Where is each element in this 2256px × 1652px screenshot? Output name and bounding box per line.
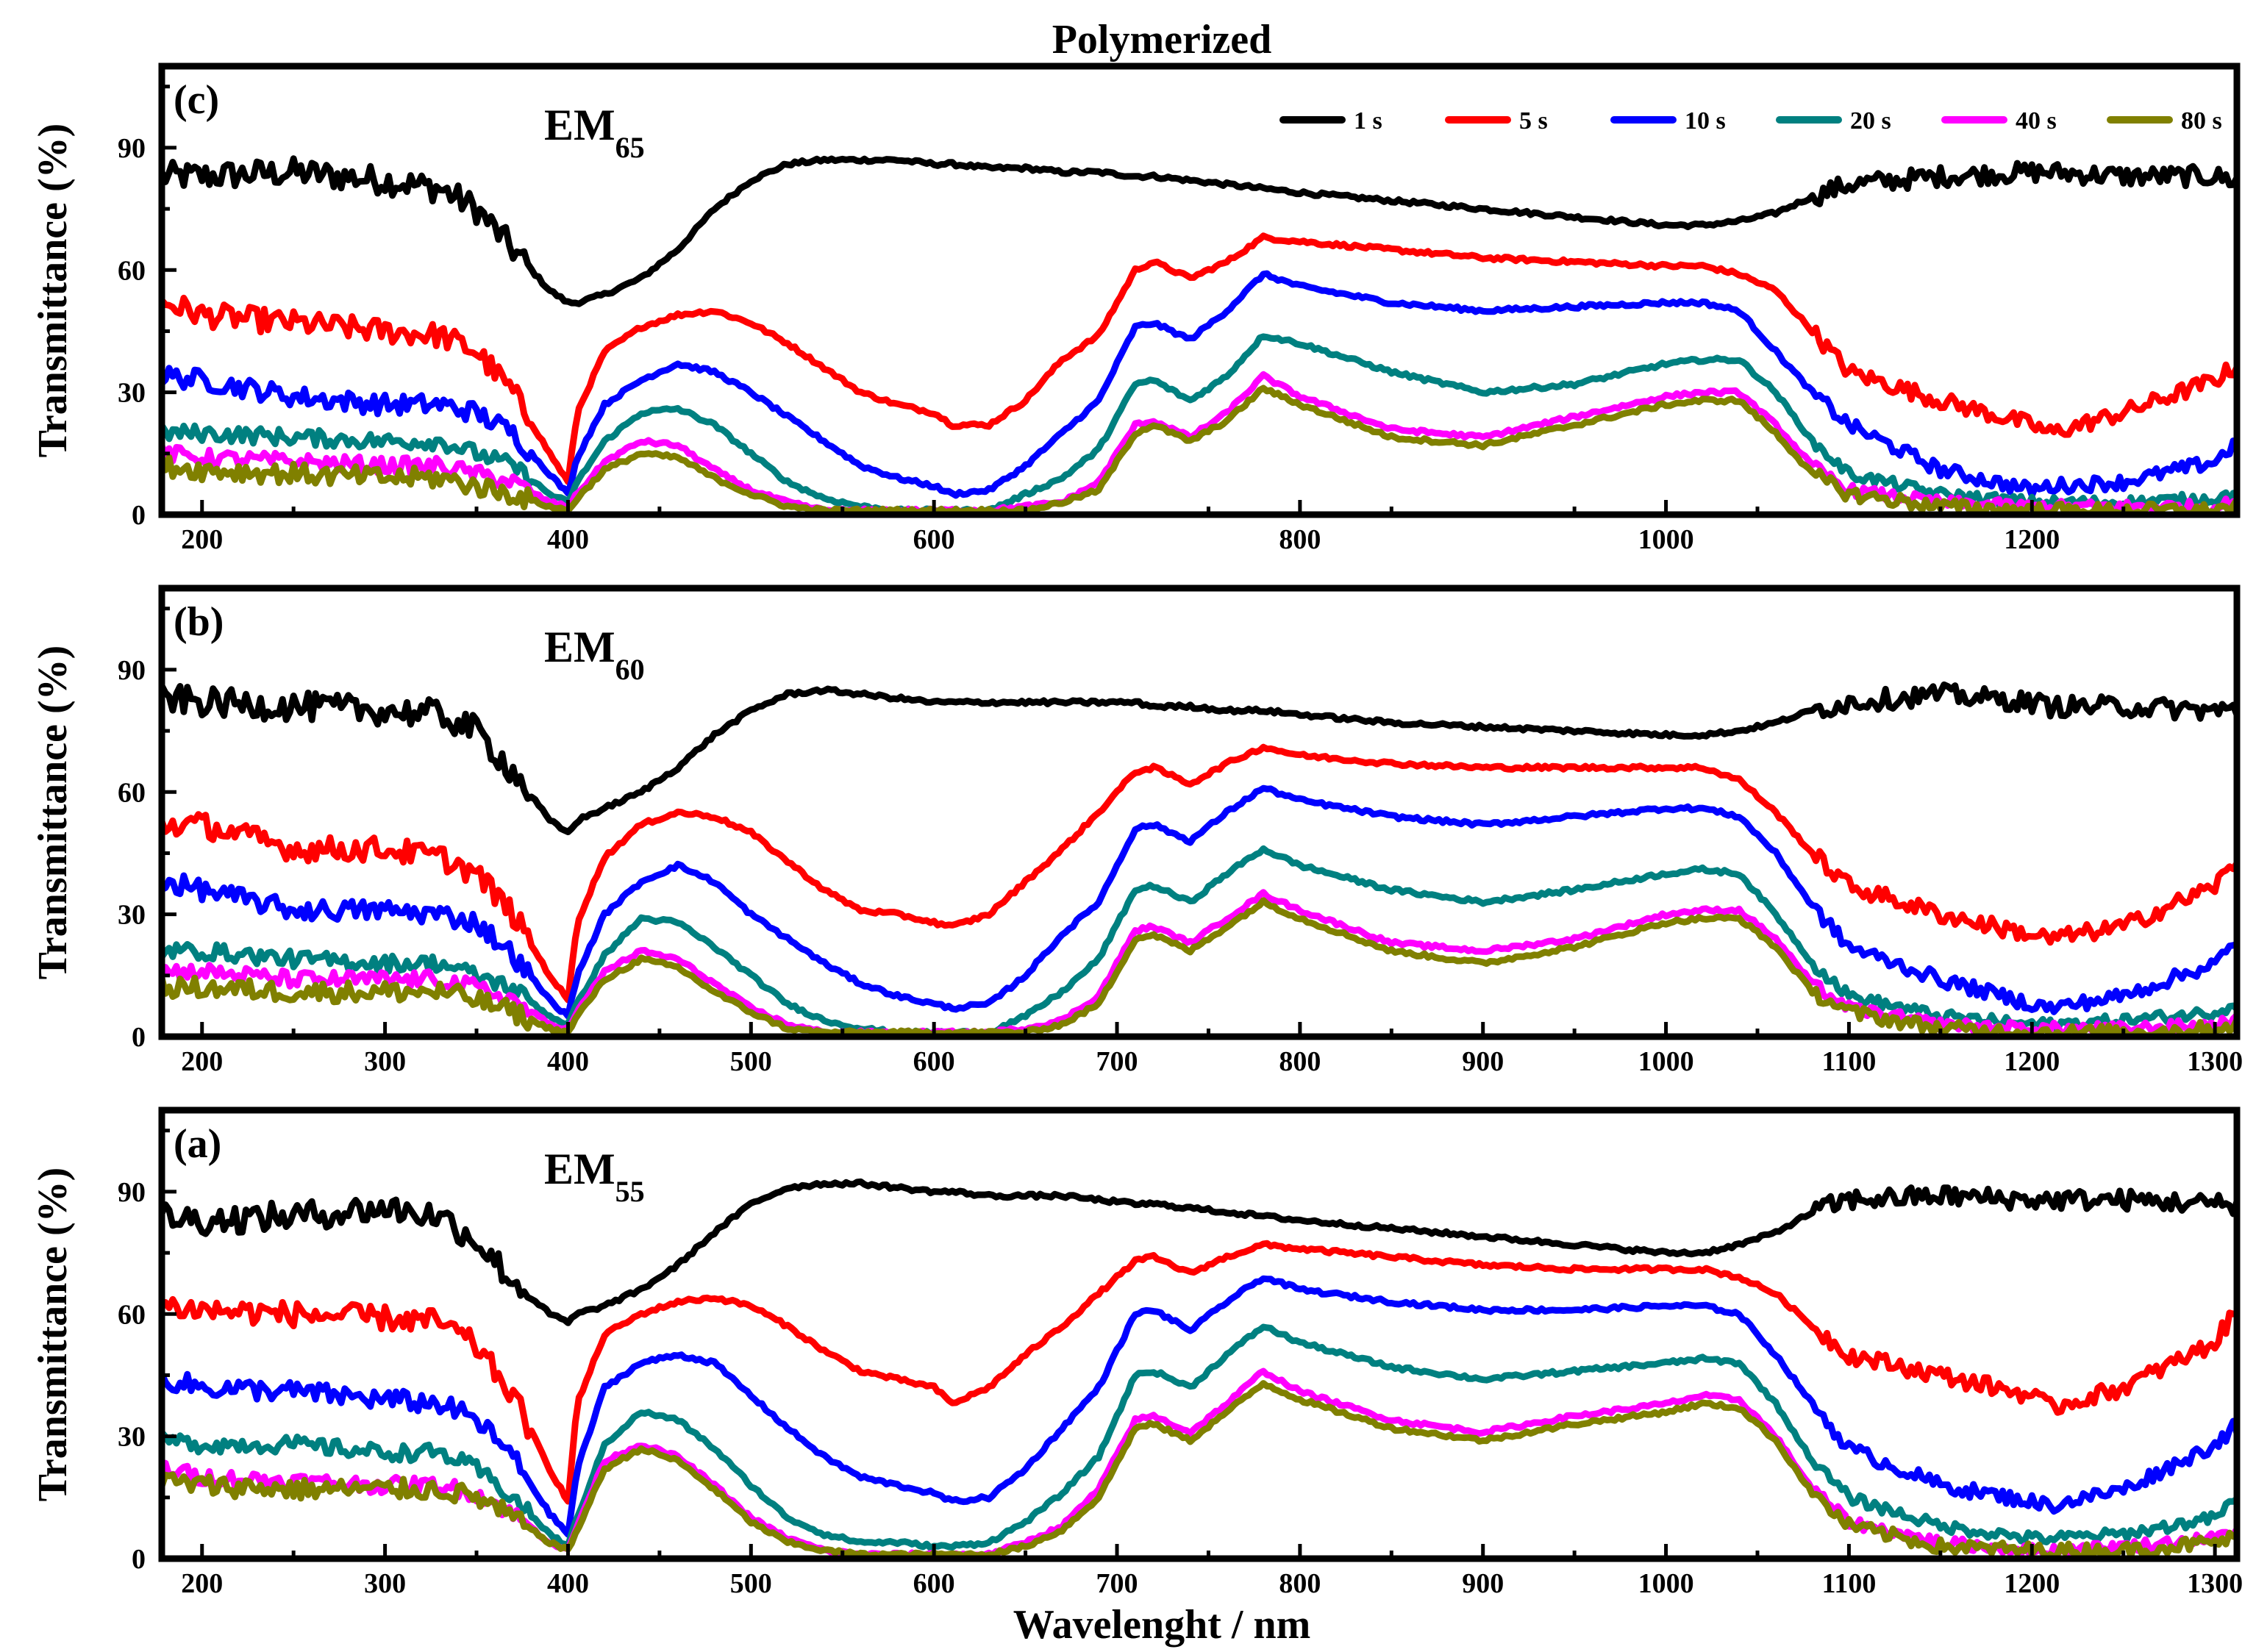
y-axis-title: Transmittance (%) [30,124,76,458]
series-line-5s [162,743,2237,1004]
series-line-20s [162,333,2237,515]
x-tick-label: 200 [181,524,223,555]
x-tick-label: 700 [1096,1568,1138,1599]
series-line-80s [162,1380,2237,1559]
figure-title: Polymerized [1052,17,1272,62]
x-tick-label: 900 [1462,1568,1504,1599]
series-line-1s [162,155,2237,307]
series-line-10s [162,270,2237,499]
series-line-20s [162,845,2237,1037]
y-tick-label: 60 [118,777,146,808]
panels-container: 200 400 600 800 1000 12000306090Transmittance… [30,62,2243,1599]
y-tick-label: 90 [118,133,146,164]
panel-label: (a) [174,1121,221,1167]
y-tick-label: 30 [118,900,146,931]
x-tick-label: 300 [364,1046,406,1077]
series-group [162,155,2237,515]
x-tick-label: 1300 [2187,1568,2243,1599]
x-tick-label: 1300 [2187,1046,2243,1077]
x-tick-label: 1200 [2004,1046,2060,1077]
y-tick-label: 0 [132,500,146,531]
legend-label: 40 s [2016,107,2057,135]
series-line-80s [162,897,2237,1037]
y-tick-label: 60 [118,1299,146,1330]
legend-label: 20 s [1850,107,1891,135]
series-group [162,681,2237,1037]
x-tick-label: 800 [1279,1568,1321,1599]
x-tick-label: 1000 [1638,1046,1694,1077]
legend: 1 s 5 s 10 s 20 s 40 s 80 s [1279,107,2222,135]
y-tick-label: 90 [118,655,146,686]
legend-label: 80 s [2181,107,2222,135]
x-tick-label: 1000 [1638,524,1694,555]
series-line-10s [162,784,2237,1020]
series-line-1s [162,1178,2237,1326]
x-tick-label: 200 [181,1046,223,1077]
x-tick-label: 500 [730,1046,772,1077]
x-tick-label: 700 [1096,1046,1138,1077]
panel-label: (b) [174,599,224,645]
x-tick-label: 400 [547,524,589,555]
x-tick-label: 900 [1462,1046,1504,1077]
plot-frame [158,1106,2241,1562]
x-tick-label: 500 [730,1568,772,1599]
series-line-40s [162,371,2237,515]
x-tick-label: 200 [181,1568,223,1599]
plot-frame [158,584,2241,1040]
x-tick-label: 1100 [1821,1046,1876,1077]
x-tick-label: 600 [913,1046,955,1077]
y-tick-label: 0 [132,1544,146,1575]
y-tick-label: 90 [118,1177,146,1208]
y-tick-label: 60 [118,255,146,286]
panel-c: 200 400 600 800 1000 1200 0 30 60 90 Transmittance… [30,62,2241,555]
series-line-1s [162,681,2237,835]
series-group [162,1178,2237,1559]
x-axis-title: Wavelenght / nm [1013,1602,1310,1648]
series-line-5s [162,232,2237,485]
x-tick-label: 1200 [2004,524,2060,555]
series-line-10s [162,1275,2237,1538]
x-tick-label: 400 [547,1046,589,1077]
panel-label: (c) [174,77,219,123]
legend-label: 10 s [1685,107,1726,135]
y-tick-label: 0 [132,1022,146,1053]
x-tick-label: 400 [547,1568,589,1599]
y-axis-title: Transmittance (%) [30,1168,76,1502]
sample-label: EM65 [544,101,645,164]
sample-label: EM60 [544,623,645,686]
legend-label: 5 s [1519,107,1548,135]
panel-a: 200 300 400 500 600 700 800 900 1000 1100 1200 1300… [30,1106,2243,1599]
x-tick-label: 300 [364,1568,406,1599]
plot-frame [158,62,2241,518]
x-tick-label: 600 [913,524,955,555]
panel-b: 200 300 400 500 600 700 800 900 1000 1100 1200 1300… [30,584,2243,1077]
x-tick-label: 1100 [1821,1568,1876,1599]
x-tick-label: 800 [1279,524,1321,555]
x-tick-label: 600 [913,1568,955,1599]
x-tick-label: 800 [1279,1046,1321,1077]
series-line-80s [162,385,2237,515]
series-line-5s [162,1240,2237,1505]
sample-label: EM55 [544,1145,645,1208]
series-line-20s [162,1323,2237,1551]
y-tick-label: 30 [118,378,146,409]
legend-label: 1 s [1354,107,1382,135]
y-tick-label: 30 [118,1422,146,1453]
x-tick-label: 1000 [1638,1568,1694,1599]
x-tick-label: 1200 [2004,1568,2060,1599]
y-axis-title: Transmittance (%) [30,646,76,980]
